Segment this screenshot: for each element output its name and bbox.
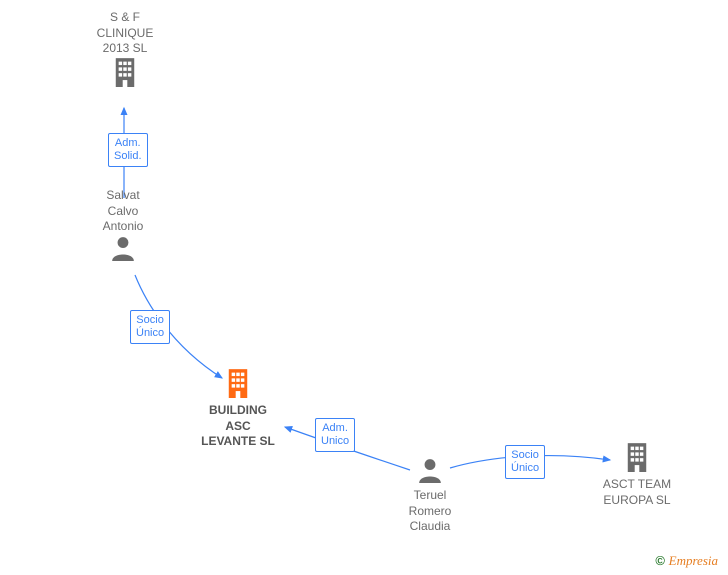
person-icon [110,235,136,261]
copyright-symbol: © [655,553,665,568]
node-building_asc[interactable]: BUILDING ASC LEVANTE SL [188,368,288,450]
node-label: Teruel Romero Claudia [390,488,470,535]
edge-label-e2: Socio Único [130,310,170,344]
building-icon [224,368,252,398]
node-label: S & F CLINIQUE 2013 SL [85,10,165,57]
node-label: ASCT TEAM EUROPA SL [592,477,682,508]
node-label: Salvat Calvo Antonio [88,188,158,235]
node-sfclinique[interactable]: S & F CLINIQUE 2013 SL [85,10,165,92]
node-label: BUILDING ASC LEVANTE SL [188,403,288,450]
building-icon [111,57,139,87]
node-salvat[interactable]: Salvat Calvo Antonio [88,188,158,266]
building-icon [623,442,651,472]
edge-label-e3: Adm. Unico [315,418,355,452]
node-asct[interactable]: ASCT TEAM EUROPA SL [592,442,682,508]
edge-label-e1: Adm. Solid. [108,133,148,167]
watermark-brand: Empresia [669,553,718,568]
edge-label-e4: Socio Único [505,445,545,479]
watermark: © Empresia [655,553,718,569]
node-teruel[interactable]: Teruel Romero Claudia [390,457,470,535]
person-icon [417,457,443,483]
